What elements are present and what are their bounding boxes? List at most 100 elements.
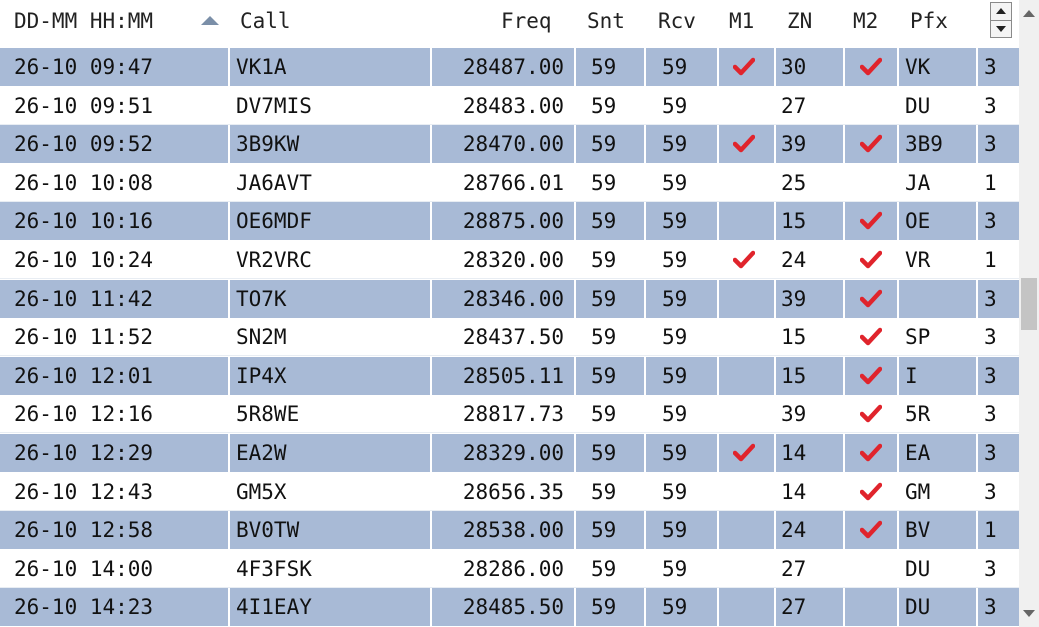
column-divider (228, 434, 230, 472)
column-divider (430, 511, 432, 550)
table-row[interactable]: 26-10 10:16 OE6MDF 28875.00 59 59 15 OE 3 (0, 202, 1019, 241)
row-divider (0, 278, 1019, 279)
m1-checkmark-icon (732, 250, 756, 270)
cell-n: 3 (984, 286, 997, 311)
cell-pfx: BV (905, 518, 931, 543)
column-divider (717, 125, 719, 164)
column-divider (430, 86, 432, 125)
cell-zn: 14 (781, 441, 807, 465)
table-row[interactable]: 26-10 09:47 VK1A 28487.00 59 59 30 VK 3 (0, 48, 1019, 86)
column-header-m2[interactable]: M2 (853, 9, 879, 33)
cell-call: JA6AVT (236, 170, 312, 195)
cell-call: 4F3FSK (236, 556, 312, 581)
column-divider (228, 202, 230, 241)
scroll-down-icon[interactable] (1023, 610, 1035, 617)
column-divider (897, 241, 899, 279)
column-divider (574, 549, 576, 588)
column-divider (843, 588, 845, 627)
cell-snt: 59 (591, 402, 617, 427)
spin-down-icon[interactable] (991, 21, 1011, 38)
cell-pfx: VK (905, 55, 931, 79)
row-divider (0, 586, 1019, 588)
column-divider (430, 279, 432, 318)
column-divider (574, 241, 576, 279)
cell-n: 3 (984, 209, 997, 234)
column-divider (976, 356, 978, 395)
cell-n: 3 (984, 132, 997, 157)
cell-freq: 28656.35 (462, 479, 564, 504)
table-row[interactable]: 26-10 11:52 SN2M 28437.50 59 59 15 SP 3 (0, 318, 1019, 357)
scroll-up-icon[interactable] (1023, 10, 1035, 17)
column-divider (644, 318, 646, 357)
row-divider (0, 432, 1019, 434)
column-header-call[interactable]: Call (240, 9, 291, 33)
cell-rcv: 59 (662, 170, 688, 195)
table-row[interactable]: 26-10 12:01 IP4X 28505.11 59 59 15 I 3 (0, 356, 1019, 395)
cell-freq: 28817.73 (462, 402, 564, 427)
cell-freq: 28483.00 (462, 93, 564, 118)
column-divider (774, 549, 776, 588)
cell-call: VR2VRC (236, 248, 312, 272)
table-row[interactable]: 26-10 12:43 GM5X 28656.35 59 59 14 GM 3 (0, 472, 1019, 511)
cell-snt: 59 (591, 441, 617, 465)
spin-up-icon[interactable] (991, 3, 1011, 21)
cell-zn: 39 (781, 286, 807, 311)
column-divider (574, 86, 576, 125)
scrollbar-thumb[interactable] (1021, 278, 1037, 330)
column-header-datetime[interactable]: DD-MM HH:MM (14, 9, 154, 33)
column-spinner[interactable] (990, 2, 1012, 38)
column-divider (897, 125, 899, 164)
column-divider (644, 48, 646, 86)
column-divider (774, 125, 776, 164)
column-divider (897, 549, 899, 588)
column-divider (574, 434, 576, 472)
cell-zn: 15 (781, 209, 807, 234)
table-row[interactable]: 26-10 14:00 4F3FSK 28286.00 59 59 27 DU 3 (0, 549, 1019, 588)
column-header-rcv[interactable]: Rcv (658, 9, 696, 33)
column-divider (228, 318, 230, 357)
cell-call: DV7MIS (236, 93, 312, 118)
cell-datetime: 26-10 12:01 (14, 363, 154, 388)
cell-snt: 59 (591, 595, 617, 620)
table-row[interactable]: 26-10 09:51 DV7MIS 28483.00 59 59 27 DU 3 (0, 86, 1019, 125)
m1-checkmark-icon (732, 443, 756, 463)
cell-freq: 28505.11 (462, 363, 564, 388)
cell-n: 3 (984, 402, 997, 427)
table-row[interactable]: 26-10 09:52 3B9KW 28470.00 59 59 39 3B9 3 (0, 125, 1019, 164)
column-divider (774, 511, 776, 550)
table-row[interactable]: 26-10 12:29 EA2W 28329.00 59 59 14 EA 3 (0, 434, 1019, 472)
row-divider (0, 123, 1019, 125)
cell-rcv: 59 (662, 441, 688, 465)
table-row[interactable]: 26-10 10:08 JA6AVT 28766.01 59 59 25 JA 1 (0, 163, 1019, 202)
cell-datetime: 26-10 10:08 (14, 170, 154, 195)
column-divider (430, 202, 432, 241)
table-row[interactable]: 26-10 12:16 5R8WE 28817.73 59 59 39 5R 3 (0, 395, 1019, 434)
column-divider (976, 395, 978, 434)
column-divider (644, 241, 646, 279)
column-divider (976, 549, 978, 588)
column-header-pfx[interactable]: Pfx (910, 9, 948, 33)
cell-datetime: 26-10 11:42 (14, 286, 154, 311)
column-divider (717, 434, 719, 472)
sort-ascending-icon[interactable] (201, 16, 219, 25)
column-divider (644, 125, 646, 164)
vertical-scrollbar[interactable] (1019, 0, 1039, 627)
column-header-freq[interactable]: Freq (501, 9, 552, 33)
table-row[interactable]: 26-10 14:23 4I1EAY 28485.50 59 59 27 DU 3 (0, 588, 1019, 627)
table-row[interactable]: 26-10 12:58 BV0TW 28538.00 59 59 24 BV 1 (0, 511, 1019, 550)
column-divider (644, 434, 646, 472)
column-divider (228, 395, 230, 434)
column-header-zn[interactable]: ZN (787, 9, 813, 33)
column-divider (430, 241, 432, 279)
table-row[interactable]: 26-10 10:24 VR2VRC 28320.00 59 59 24 VR 1 (0, 241, 1019, 279)
column-divider (843, 318, 845, 357)
cell-call: TO7K (236, 286, 287, 311)
m2-checkmark-icon (859, 443, 883, 463)
column-header-m1[interactable]: M1 (729, 9, 755, 33)
cell-datetime: 26-10 10:16 (14, 209, 154, 234)
column-header-snt[interactable]: Snt (587, 9, 625, 33)
table-row[interactable]: 26-10 11:42 TO7K 28346.00 59 59 39 3 (0, 279, 1019, 318)
column-divider (717, 241, 719, 279)
column-divider (897, 588, 899, 627)
